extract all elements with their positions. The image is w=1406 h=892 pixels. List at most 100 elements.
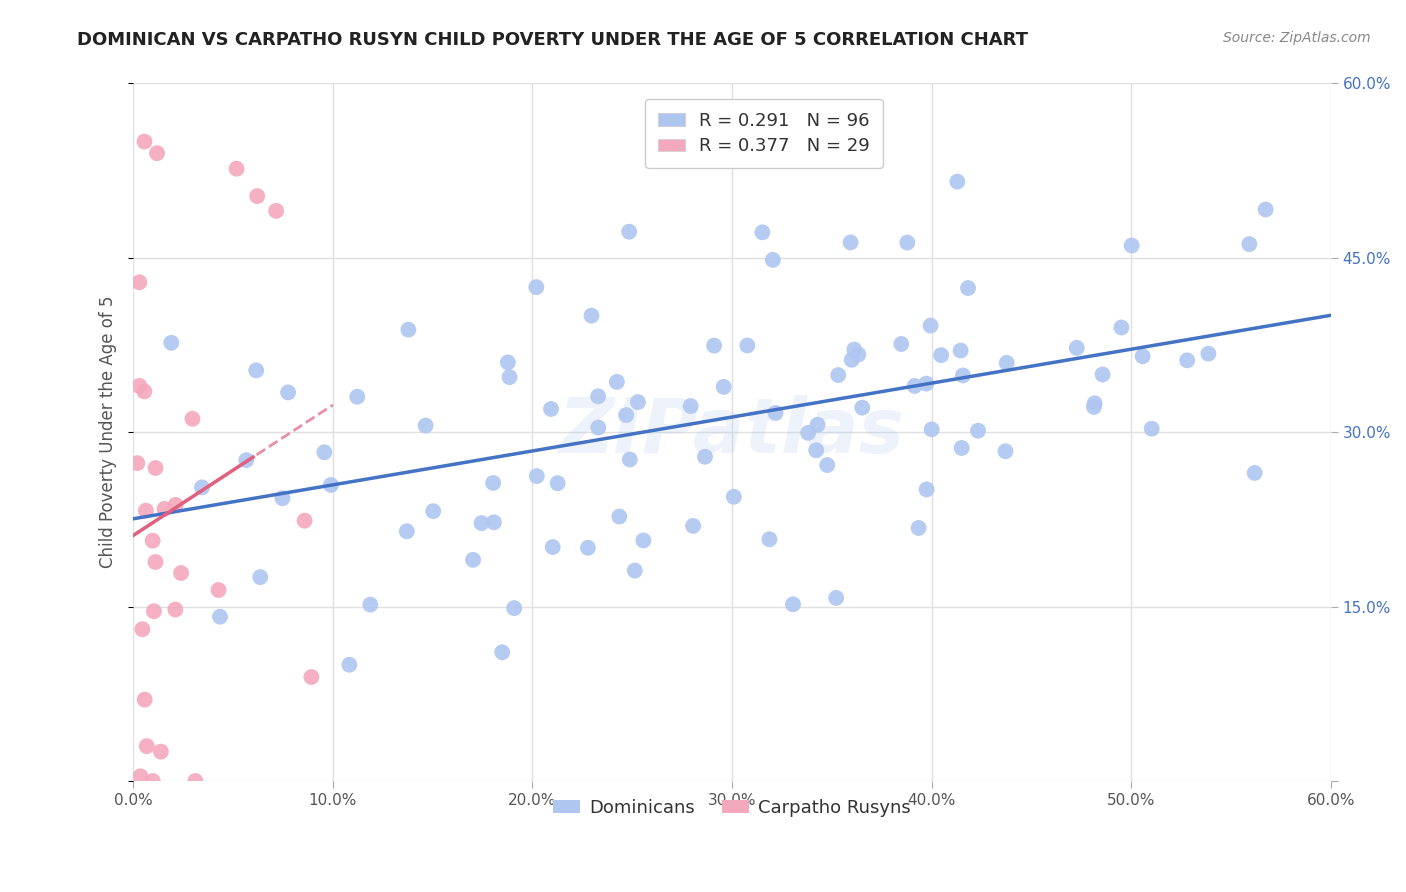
Point: [627, 395, 650, 409]
Point: [246, 189, 269, 203]
Point: [946, 175, 969, 189]
Point: [1111, 320, 1133, 334]
Point: [751, 225, 773, 239]
Point: [181, 411, 204, 425]
Point: [131, 622, 153, 636]
Point: [145, 555, 167, 569]
Point: [191, 480, 214, 494]
Point: [679, 399, 702, 413]
Point: [806, 443, 828, 458]
Point: [1083, 400, 1105, 414]
Point: [952, 368, 974, 383]
Point: [956, 281, 979, 295]
Point: [184, 774, 207, 789]
Point: [915, 376, 938, 391]
Point: [422, 504, 444, 518]
Point: [1239, 237, 1261, 252]
Point: [907, 521, 929, 535]
Point: [967, 424, 990, 438]
Point: [415, 418, 437, 433]
Point: [128, 275, 150, 289]
Point: [134, 384, 156, 399]
Point: [1066, 341, 1088, 355]
Point: [1121, 238, 1143, 252]
Point: [461, 553, 484, 567]
Point: [235, 453, 257, 467]
Point: [929, 348, 952, 362]
Point: [277, 385, 299, 400]
Point: [576, 541, 599, 555]
Point: [713, 380, 735, 394]
Point: [314, 445, 336, 459]
Point: [165, 602, 187, 616]
Point: [994, 444, 1017, 458]
Point: [723, 490, 745, 504]
Point: [142, 604, 165, 618]
Point: [294, 514, 316, 528]
Point: [346, 390, 368, 404]
Point: [470, 516, 492, 530]
Point: [606, 375, 628, 389]
Y-axis label: Child Poverty Under the Age of 5: Child Poverty Under the Age of 5: [100, 296, 117, 568]
Point: [904, 379, 927, 393]
Point: [160, 335, 183, 350]
Point: [503, 601, 526, 615]
Point: [825, 591, 848, 605]
Point: [703, 338, 725, 352]
Point: [623, 564, 645, 578]
Point: [541, 540, 564, 554]
Point: [145, 461, 167, 475]
Point: [225, 161, 247, 176]
Point: [851, 401, 873, 415]
Point: [249, 570, 271, 584]
Point: [170, 566, 193, 580]
Point: [165, 498, 187, 512]
Text: Source: ZipAtlas.com: Source: ZipAtlas.com: [1223, 31, 1371, 45]
Point: [319, 478, 342, 492]
Point: [207, 582, 229, 597]
Point: [142, 533, 165, 548]
Point: [540, 401, 562, 416]
Point: [396, 323, 419, 337]
Point: [496, 355, 519, 369]
Point: [299, 670, 322, 684]
Point: [359, 598, 381, 612]
Point: [586, 389, 609, 403]
Point: [737, 338, 759, 352]
Point: [134, 135, 156, 149]
Point: [146, 146, 169, 161]
Point: [782, 597, 804, 611]
Point: [588, 420, 610, 434]
Point: [920, 318, 942, 333]
Point: [839, 235, 862, 250]
Point: [844, 343, 866, 357]
Point: [693, 450, 716, 464]
Point: [337, 657, 360, 672]
Point: [271, 491, 294, 506]
Point: [264, 203, 287, 218]
Point: [491, 645, 513, 659]
Point: [797, 425, 820, 440]
Point: [737, 146, 759, 161]
Point: [547, 476, 569, 491]
Point: [127, 456, 149, 470]
Point: [128, 379, 150, 393]
Point: [921, 422, 943, 436]
Point: [482, 475, 505, 490]
Point: [129, 769, 152, 783]
Point: [395, 524, 418, 539]
Point: [1091, 368, 1114, 382]
Point: [619, 452, 641, 467]
Point: [135, 503, 157, 517]
Point: [848, 347, 870, 361]
Point: [827, 368, 849, 382]
Point: [614, 408, 637, 422]
Point: [762, 252, 785, 267]
Point: [995, 356, 1018, 370]
Point: [142, 774, 165, 789]
Point: [617, 225, 640, 239]
Point: [153, 501, 176, 516]
Point: [950, 441, 973, 455]
Point: [841, 352, 863, 367]
Point: [1084, 396, 1107, 410]
